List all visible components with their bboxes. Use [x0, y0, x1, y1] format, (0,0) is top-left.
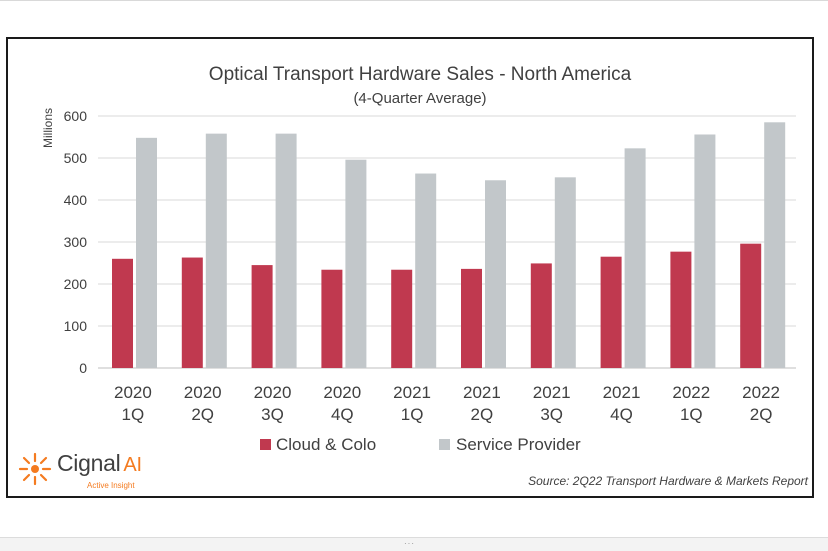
bar-service-provider [205, 133, 227, 368]
y-tick-label: 300 [64, 234, 88, 250]
bar-service-provider [694, 134, 716, 368]
y-tick-label: 400 [64, 192, 88, 208]
x-tick-label: 2022 [672, 383, 710, 402]
bar-service-provider [136, 137, 157, 368]
bar-service-provider [554, 177, 576, 368]
x-tick-labels: 2020 1Q 2020 2Q 2020 3Q 2020 4Q 2021 1Q 2021 2Q 2021… [114, 383, 780, 424]
y-tick-label: 600 [64, 108, 88, 124]
grip-icon: ··· [404, 539, 415, 548]
legend-swatch-service-provider [439, 439, 450, 450]
x-tick-label: 2Q [750, 405, 773, 424]
x-tick-label: 2021 [603, 383, 641, 402]
y-tick-label: 500 [64, 150, 88, 166]
bar-cloud-colo [251, 265, 273, 368]
bar-service-provider [764, 122, 786, 368]
bar-cloud-colo [461, 268, 482, 368]
legend-label-cloud: Cloud & Colo [276, 435, 376, 454]
legend-label-service-provider: Service Provider [456, 435, 581, 454]
x-tick-label: 1Q [122, 405, 145, 424]
y-tick-label: 200 [64, 276, 88, 292]
x-tick-label: 2021 [463, 383, 501, 402]
x-tick-label: 4Q [331, 405, 354, 424]
cignal-ai-logo: Cignal AI Active Insight [14, 448, 174, 494]
bar-cloud-colo [600, 256, 622, 368]
y-tick-label: 0 [79, 360, 87, 376]
x-tick-label: 2021 [533, 383, 571, 402]
bar-cloud-colo [391, 269, 413, 368]
x-tick-label: 2020 [184, 383, 222, 402]
source-note: Source: 2Q22 Transport Hardware & Market… [528, 474, 808, 488]
x-tick-label: 2020 [114, 383, 152, 402]
bar-service-provider [275, 133, 297, 368]
sun-icon [18, 452, 52, 486]
x-tick-label: 2020 [323, 383, 361, 402]
x-tick-label: 2020 [254, 383, 292, 402]
bar-cloud-colo [740, 243, 762, 368]
bar-cloud-colo [670, 251, 692, 368]
x-tick-label: 3Q [540, 405, 563, 424]
x-tick-label: 2021 [393, 383, 431, 402]
bar-service-provider [624, 148, 646, 368]
x-tick-label: 2Q [191, 405, 214, 424]
y-tick-labels: 0 100 200 300 400 500 600 [64, 108, 88, 376]
chart-subtitle: (4-Quarter Average) [353, 90, 486, 107]
bars [112, 122, 786, 368]
bar-cloud-colo [112, 258, 133, 368]
legend-swatch-cloud [260, 439, 271, 450]
bar-cloud-colo [321, 269, 343, 368]
y-tick-label: 100 [64, 318, 88, 334]
x-tick-label: 2Q [471, 405, 494, 424]
bar-service-provider [485, 180, 506, 368]
top-divider [0, 0, 828, 1]
y-axis-label: Millions [41, 108, 55, 148]
x-tick-label: 3Q [261, 405, 284, 424]
x-tick-label: 1Q [401, 405, 424, 424]
legend: Cloud & Colo Service Provider [260, 435, 581, 454]
chart-title: Optical Transport Hardware Sales - North… [209, 64, 632, 85]
bar-service-provider [345, 159, 367, 368]
logo-tagline: Active Insight [87, 481, 135, 490]
bar-cloud-colo [181, 257, 203, 368]
bar-cloud-colo [530, 263, 552, 368]
x-tick-label: 4Q [610, 405, 633, 424]
logo-wordmark: Cignal AI [57, 450, 142, 476]
bottom-scroll-bar: ··· [0, 537, 828, 551]
x-tick-label: 2022 [742, 383, 780, 402]
x-tick-label: 1Q [680, 405, 703, 424]
bar-service-provider [415, 173, 437, 368]
